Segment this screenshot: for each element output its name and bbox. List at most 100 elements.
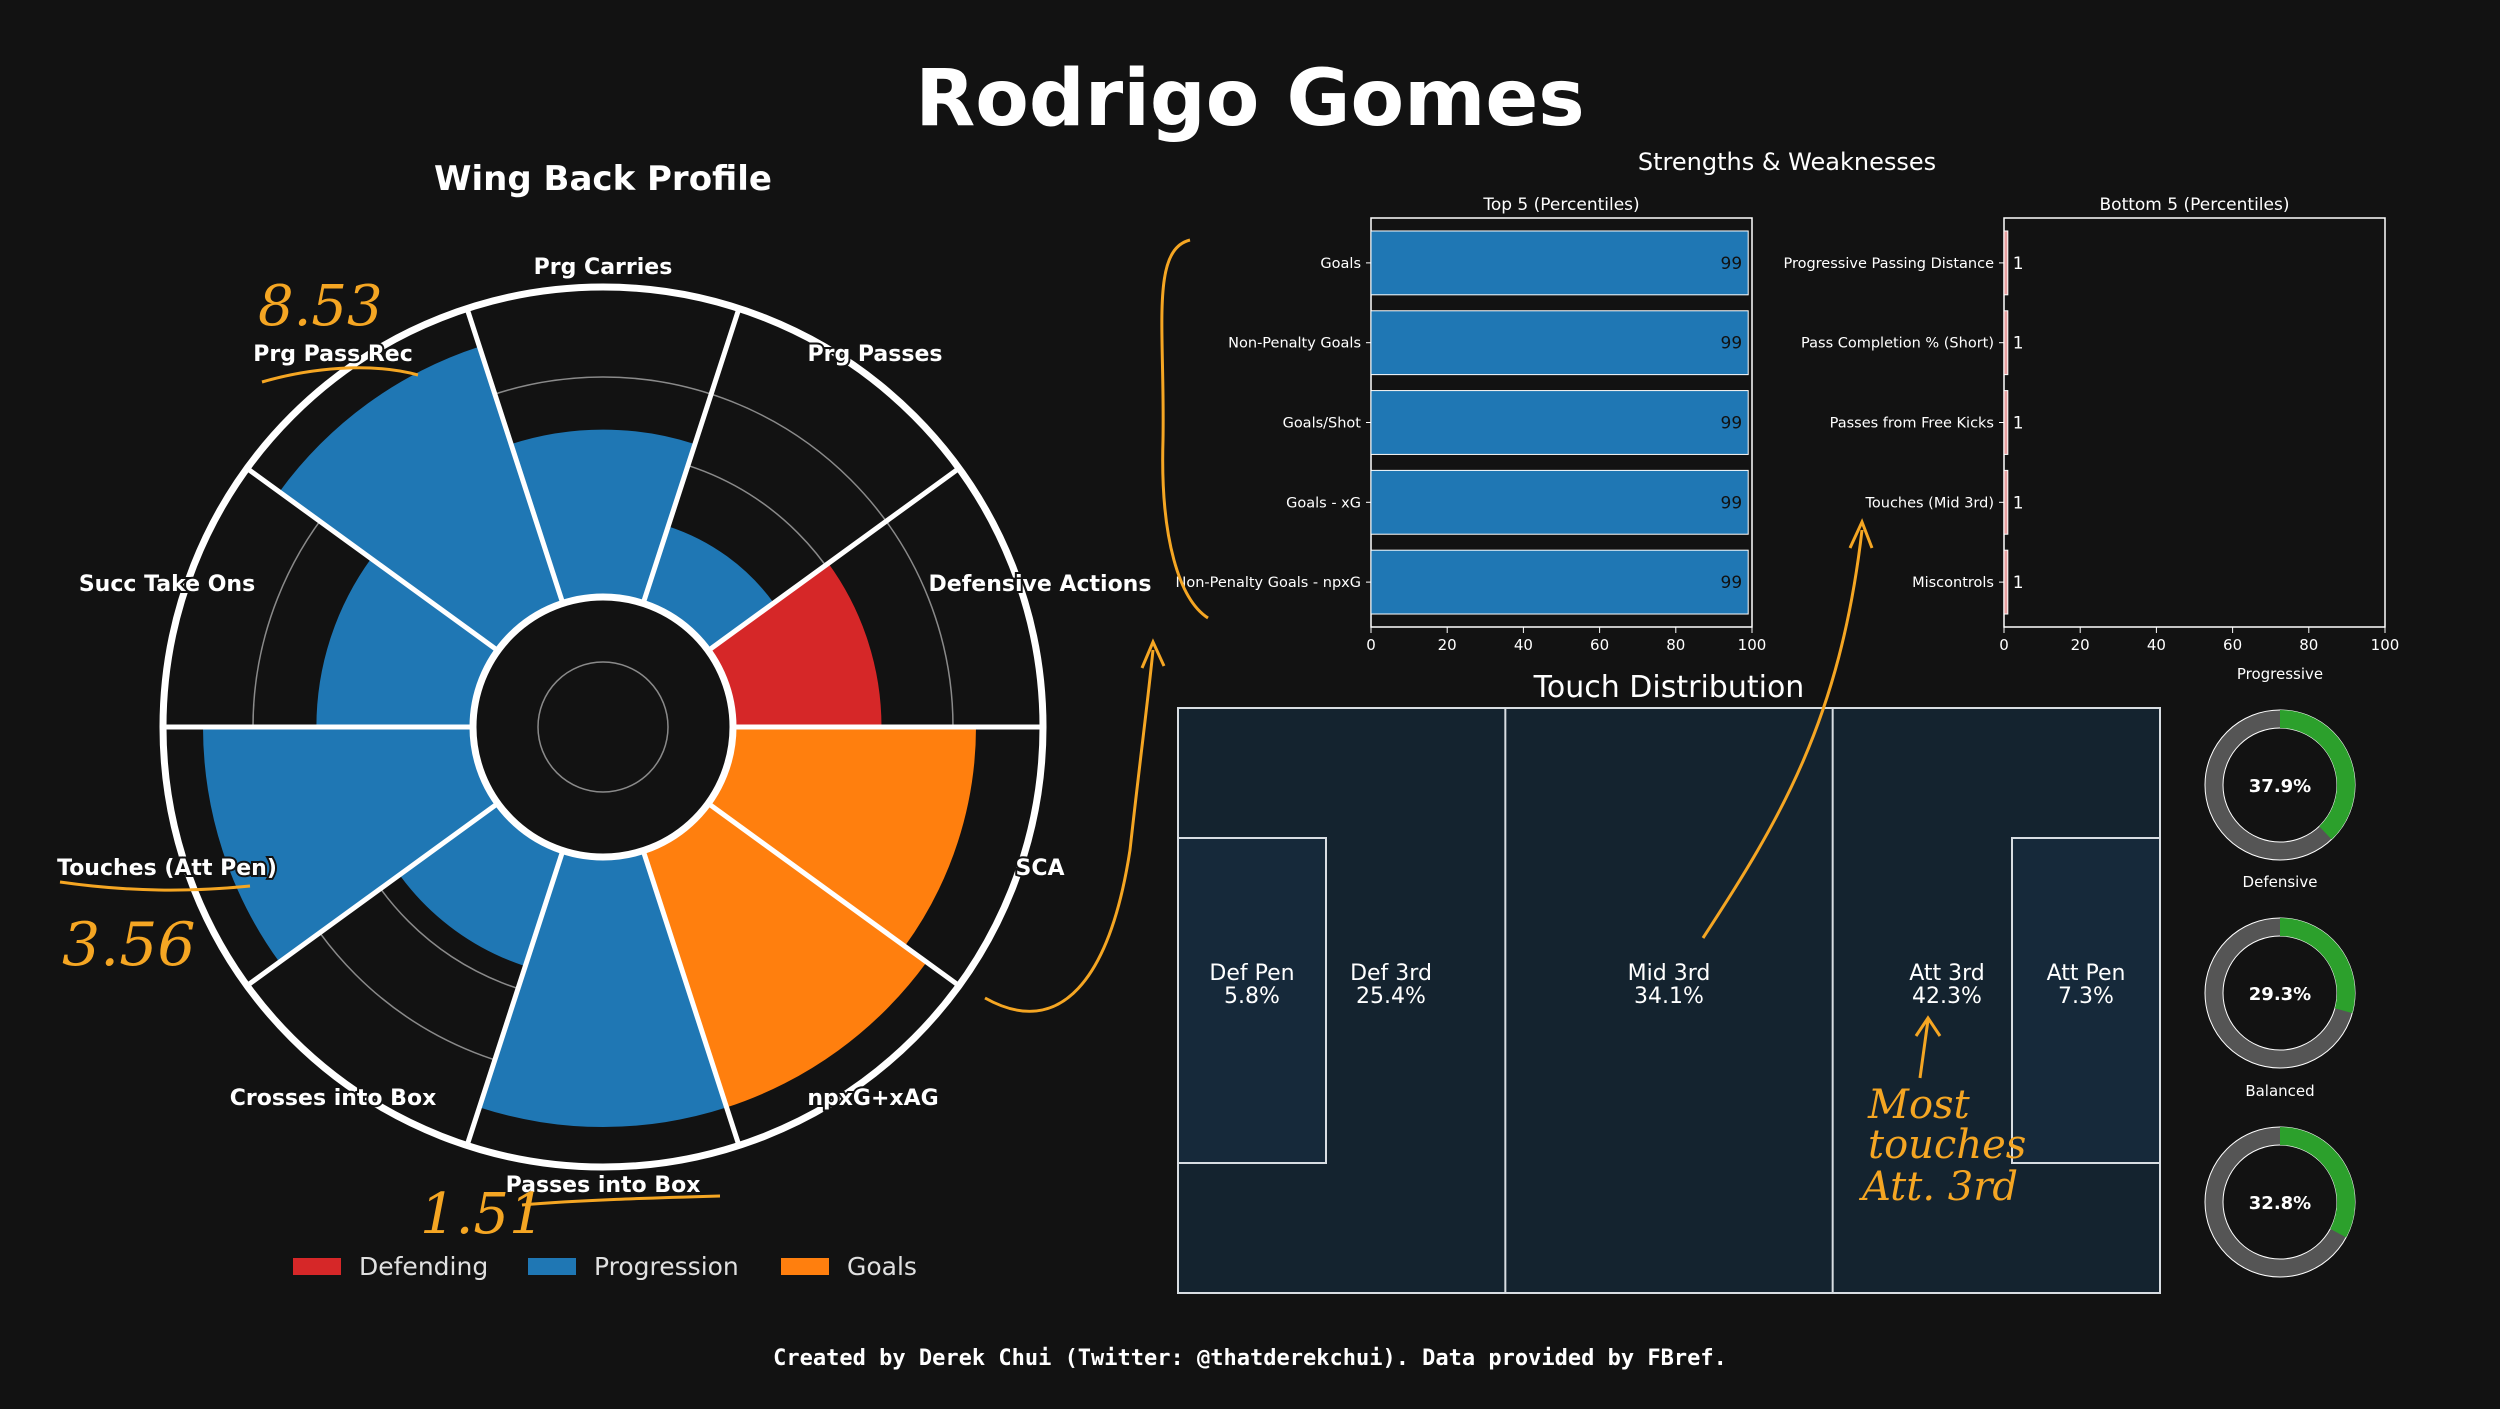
- radar-wedge-prg-pass-rec: [279, 346, 563, 651]
- top5-xtick-80: 80: [1666, 636, 1685, 654]
- top5-xtick-0: 0: [1366, 636, 1376, 654]
- annotation-prg-pass-rec-value: 8.53: [258, 274, 383, 339]
- bottom5-xtick-20: 20: [2071, 636, 2090, 654]
- donut-label-balanced: Balanced: [2245, 1082, 2314, 1100]
- top5-label-non-penalty-goals-npxg: Non-Penalty Goals - npxG: [1175, 575, 1361, 591]
- radar-spoke: [706, 466, 961, 653]
- radar-center-grid: [537, 661, 669, 793]
- top5-bar-goals-shot: [1370, 390, 1749, 455]
- radar-chart-title: Wing Back Profile: [434, 159, 772, 199]
- pitch-att-penalty-box: [2011, 837, 2161, 1164]
- donut-value-defensive: 29.3%: [2249, 984, 2311, 1005]
- bottom5-xtick-0: 0: [1999, 636, 2009, 654]
- bottom5-value-miscontrols: 1: [2013, 573, 2024, 593]
- top5-xtick-20: 20: [1438, 636, 1457, 654]
- radar-wedge-touches-att-pen: [203, 727, 498, 963]
- donut-value-balanced: 32.8%: [2249, 1193, 2311, 1214]
- radar-spoke: [464, 307, 566, 605]
- bottom5-label-miscontrols: Miscontrols: [1912, 575, 1994, 591]
- annotation-most-touches-line1: Most: [1867, 1082, 1971, 1128]
- radar-spoke: [640, 307, 742, 605]
- radar-spoke: [245, 801, 500, 988]
- legend-swatch-progression: [528, 1258, 576, 1275]
- top5-value-non-penalty-goals-npxg: 99: [1721, 573, 1743, 593]
- pitch-def-penalty-box: [1177, 837, 1327, 1164]
- radar-label-prg-passes: Prg Passes: [808, 342, 943, 367]
- pitch-zone-value-att-pen: 7.3%: [2058, 984, 2114, 1009]
- top5-bar-non-penalty-goals: [1370, 310, 1749, 376]
- annotation-underline-touches-att-pen: [59, 880, 251, 892]
- annotation-arrow-att-3rd: [1914, 1015, 1942, 1079]
- bottom5-bar-progressive-passing-distance: [2003, 230, 2009, 296]
- top5-xtick-100: 100: [1738, 636, 1767, 654]
- radar-label-succ-take-ons: Succ Take Ons: [79, 572, 255, 597]
- page-title: Rodrigo Gomes: [915, 54, 1584, 144]
- top5-label-goals: Goals: [1320, 256, 1361, 272]
- radar-wedge-prg-carries: [511, 429, 695, 604]
- radar-wedge-npxg-xag: [643, 803, 927, 1108]
- donut-value-progressive: 37.9%: [2249, 776, 2311, 797]
- handwritten-annotations: 8.53 3.56 1.51 Most touches Att. 3rd: [59, 238, 2026, 1247]
- bottom5-label-progressive-passing-distance: Progressive Passing Distance: [1783, 256, 1994, 272]
- pitch-zone-name-att-3rd: Att 3rd: [1909, 961, 1985, 986]
- bottom5-value-touches-mid-3rd: 1: [2013, 493, 2024, 513]
- style-donut-charts: Progressive 37.9% Defensive 29.3% Balanced 32…: [2204, 665, 2356, 1278]
- bottom5-bar-touches-mid-3rd: [2003, 469, 2009, 535]
- bottom5-label-touches-mid-3rd: Touches (Mid 3rd): [1864, 495, 1994, 511]
- wing-back-radar-chart: Defensive Actions Prg Passes Prg Carries Pr…: [55, 253, 1153, 1200]
- bottom5-bar-passes-from-free-kicks: [2003, 390, 2009, 455]
- top5-xtick-60: 60: [1590, 636, 1609, 654]
- radar-label-touches-att-pen: Touches (Att Pen): [57, 856, 277, 881]
- bottom5-value-passes-from-free-kicks: 1: [2013, 414, 2024, 434]
- annotation-arrow-bracket: [984, 638, 1166, 1013]
- pitch-zone-value-def-3rd: 25.4%: [1356, 984, 1426, 1009]
- legend-label-progression: Progression: [594, 1252, 739, 1281]
- donut-fill-progressive: [2205, 710, 2355, 860]
- radar-spoke: [464, 849, 566, 1147]
- top5-title: Top 5 (Percentiles): [1482, 195, 1639, 215]
- radar-wedge-succ-take-ons: [316, 558, 498, 727]
- radar-wedge-defensive-actions: [708, 563, 882, 727]
- bottom5-xtick-100: 100: [2371, 636, 2400, 654]
- footer-credit: Created by Derek Chui (Twitter: @thatder…: [773, 1346, 1727, 1371]
- radar-spoke: [706, 801, 961, 988]
- bottom5-title: Bottom 5 (Percentiles): [2100, 195, 2290, 215]
- top5-value-goals-xg: 99: [1721, 493, 1743, 513]
- radar-wedge-sca: [708, 727, 976, 947]
- radar-label-defensive-actions: Defensive Actions: [929, 572, 1152, 597]
- pitch-title: Touch Distribution: [1533, 670, 1805, 705]
- top5-bar-goals-xg: [1370, 469, 1749, 535]
- top5-value-goals: 99: [1721, 254, 1743, 274]
- bottom5-xtick-80: 80: [2299, 636, 2318, 654]
- strengths-weaknesses-title: Strengths & Weaknesses: [1638, 148, 1936, 176]
- donut-label-defensive: Defensive: [2243, 873, 2318, 891]
- top5-xtick-40: 40: [1514, 636, 1533, 654]
- donut-fill-balanced: [2205, 1127, 2355, 1277]
- annotation-passes-into-box-value: 1.51: [420, 1182, 545, 1247]
- annotation-most-touches-line3: Att. 3rd: [1858, 1164, 2018, 1210]
- radar-spoke: [245, 466, 500, 653]
- bottom5-xtick-40: 40: [2147, 636, 2166, 654]
- radar-label-sca: SCA: [1015, 856, 1064, 881]
- top5-bar-goals: [1370, 230, 1749, 296]
- pitch-zone-name-mid-3rd: Mid 3rd: [1628, 961, 1711, 986]
- legend-label-goals: Goals: [847, 1252, 917, 1281]
- pitch-zone-value-mid-3rd: 34.1%: [1634, 984, 1704, 1009]
- radar-label-prg-carries: Prg Carries: [534, 255, 673, 280]
- annotation-arrow-touches-mid-3rd: [1701, 518, 1874, 939]
- legend-label-defending: Defending: [359, 1252, 488, 1281]
- radar-legend: Defending Progression Goals: [293, 1252, 917, 1281]
- annotation-underline-prg-pass-rec: [261, 366, 419, 384]
- bottom5-value-progressive-passing-distance: 1: [2013, 254, 2024, 274]
- pitch-zone-name-att-pen: Att Pen: [2047, 961, 2126, 986]
- bottom5-label-pass-completion-short: Pass Completion % (Short): [1801, 336, 1994, 352]
- top5-label-goals-shot: Goals/Shot: [1283, 416, 1362, 432]
- pitch-outline: [1177, 707, 2161, 1294]
- pitch-zone-value-def-pen: 5.8%: [1224, 984, 1280, 1009]
- pitch-zone-name-def-3rd: Def 3rd: [1350, 961, 1432, 986]
- annotation-underline-passes-into-box: [521, 1194, 721, 1207]
- radar-label-npxg-xag: npxG+xAG: [807, 1086, 938, 1111]
- radar-label-crosses-into-box: Crosses into Box: [230, 1086, 437, 1111]
